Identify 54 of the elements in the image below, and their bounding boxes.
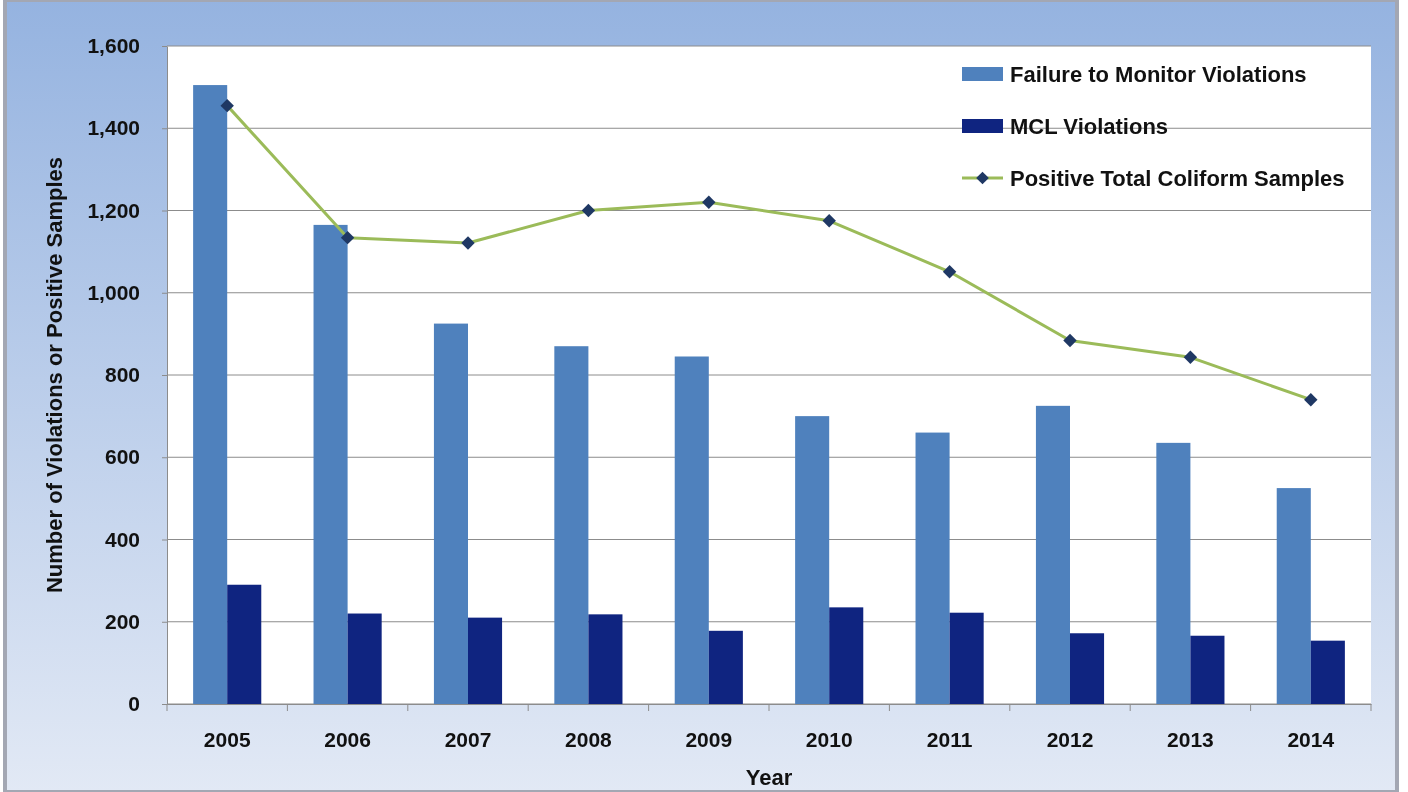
point [581,203,596,218]
bar [915,432,950,704]
y-tick-label: 1,600 [87,34,140,58]
point [822,214,836,228]
y-tick-label: 1,200 [87,198,140,222]
y-tick-label: 800 [104,363,140,387]
bar [347,613,382,704]
legend-label: MCL Violations [1010,113,1169,139]
point [942,265,957,279]
bar [1190,635,1225,704]
x-axis-title: Year [745,765,793,790]
bar [193,85,228,704]
y-tick-label: 600 [104,445,140,469]
point [1063,333,1077,348]
bar [949,612,984,704]
x-tick-label: 2008 [565,727,613,751]
x-tick-label: 2011 [926,727,973,751]
y-axis-title: Number of Violations or Positive Samples [42,156,67,594]
bar [433,323,468,704]
bar [1310,640,1345,704]
y-tick-label: 200 [104,609,140,633]
legend-label: Positive Total Coliform Samples [1010,165,1345,191]
bar [674,356,709,704]
bar [1035,405,1070,704]
bar [795,416,830,704]
x-tick-label: 2005 [203,727,251,751]
y-tick-label: 1,400 [87,116,140,140]
bar [588,614,623,704]
point [1304,392,1318,407]
x-tick-label: 2013 [1167,727,1214,751]
point [340,230,355,245]
x-tick-label: 2010 [805,727,853,751]
bar [468,617,503,704]
y-tick-label: 0 [128,692,140,716]
x-tick-label: 2007 [444,727,492,751]
x-tick-label: 2006 [324,727,371,751]
bar [554,346,589,704]
bar [227,584,262,704]
x-tick-label: 2009 [685,727,733,751]
point [220,98,234,113]
point [461,236,475,250]
bar [1156,442,1191,704]
y-tick-label: 1,000 [87,280,140,304]
legend-label: Failure to Monitor Violations [1010,61,1307,87]
x-tick-label: 2012 [1046,727,1094,751]
x-tick-label: 2014 [1287,727,1335,751]
point [702,195,716,209]
y-tick-label: 400 [104,527,140,551]
bar [708,630,743,704]
bar [829,607,864,704]
bar [313,224,348,704]
bar [1070,633,1105,704]
point [1183,350,1198,365]
bar [1276,488,1311,704]
